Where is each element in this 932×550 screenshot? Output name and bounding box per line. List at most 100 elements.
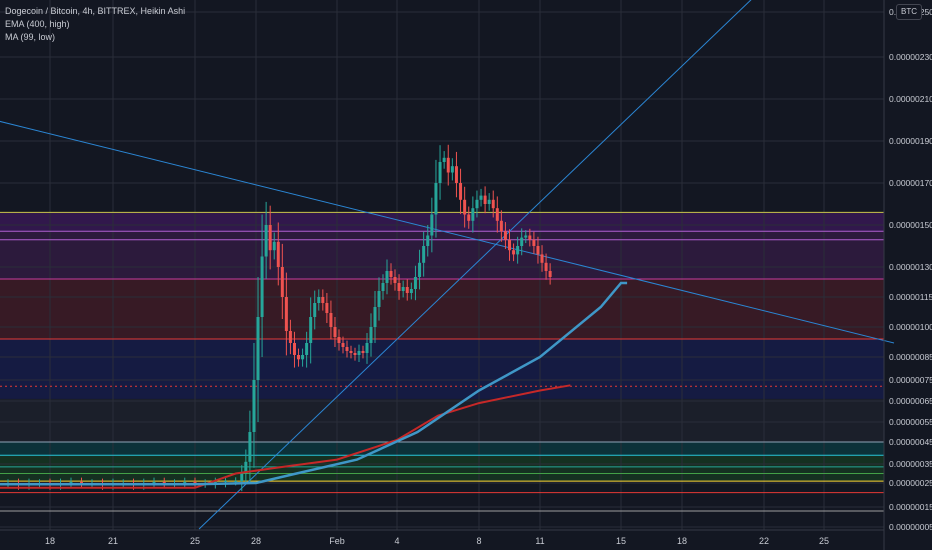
time-tick-label: 21 (108, 536, 118, 546)
time-tick-label: 11 (535, 536, 544, 546)
candle-body-25 (152, 482, 156, 484)
price-tick-label: 0.00000210 (889, 94, 932, 104)
candle-body-35 (244, 461, 248, 474)
candle-body-64 (361, 351, 365, 353)
candle-body-90 (467, 214, 471, 221)
candle-body-75 (405, 287, 409, 293)
price-zone-2 (0, 279, 884, 339)
ema-indicator-label[interactable]: EMA (400, high) (5, 19, 70, 29)
price-tick-label: 0.00000045 (889, 437, 932, 447)
candle-body-94 (483, 195, 487, 204)
candle-body-59 (341, 343, 345, 347)
candle-body-77 (413, 277, 417, 289)
candle-body-53 (317, 297, 321, 303)
candle-body-73 (397, 283, 401, 291)
candle-body-89 (463, 199, 467, 215)
candle-body-88 (459, 183, 463, 200)
candle-body-37 (252, 380, 256, 432)
candle-body-108 (540, 254, 544, 263)
candle-body-74 (401, 287, 405, 291)
candle-body-83 (438, 162, 442, 183)
candle-body-68 (377, 291, 381, 307)
candle-body-54 (321, 297, 325, 303)
price-tick-label: 0.00000015 (889, 502, 932, 512)
candle-body-49 (301, 355, 305, 360)
time-tick-label: Feb (329, 536, 345, 546)
candle-body-42 (272, 241, 276, 251)
candle-body-87 (454, 166, 458, 183)
price-tick-label: 0.00000230 (889, 52, 932, 62)
candle-body-39 (260, 256, 264, 317)
price-tick-label: 0.00000150 (889, 220, 932, 230)
price-axis[interactable]: 0.000002500.000002300.000002100.00000190… (889, 7, 932, 532)
candle-body-100 (508, 239, 511, 251)
candle-body-103 (520, 237, 524, 246)
candle-body-58 (337, 337, 341, 343)
price-tick-label: 0.00000035 (889, 459, 932, 469)
candle-body-107 (536, 246, 540, 255)
candle-body-36 (248, 432, 252, 462)
candle-body-67 (373, 307, 377, 327)
candle-body-62 (353, 353, 357, 355)
candle-body-38 (256, 317, 260, 380)
candle-body-71 (389, 271, 393, 277)
candle-body-110 (548, 271, 552, 277)
price-tick-label: 0.00000170 (889, 178, 932, 188)
levels-layer (0, 211, 884, 512)
symbol-title[interactable]: Dogecoin / Bitcoin, 4h, BITTREX, Heikin … (5, 6, 186, 16)
ema-400-line (0, 281, 628, 486)
time-tick-label: 18 (677, 536, 687, 546)
price-tick-label: 0.00000025 (889, 478, 932, 488)
price-tick-label: 0.00000055 (889, 417, 932, 427)
candle-body-65 (365, 343, 369, 353)
zones-layer (0, 212, 884, 482)
candle-body-81 (430, 214, 434, 236)
ma-indicator-label[interactable]: MA (99, low) (5, 32, 56, 42)
candle-body-76 (409, 289, 413, 293)
candle-body-29 (193, 482, 197, 484)
candle-body-92 (475, 199, 479, 209)
time-axis[interactable]: 18 21 25 28 Feb 4 8 11 15 18 22 25 (45, 536, 829, 546)
candle-body-33 (234, 481, 238, 483)
candle-body-96 (491, 199, 495, 209)
candle-body-32 (224, 481, 227, 483)
candle-body-44 (280, 267, 284, 297)
price-zone-6 (0, 455, 884, 482)
candle-body-78 (418, 262, 422, 277)
candle-body-86 (450, 166, 454, 173)
price-tick-label: 0.00000130 (889, 262, 932, 272)
candle-body-55 (325, 303, 329, 313)
price-zone-0 (0, 212, 884, 232)
price-tick-label: 0.00000005 (889, 522, 932, 532)
candle-body-45 (284, 297, 288, 331)
candle-body-99 (503, 231, 507, 240)
time-tick-label: 4 (394, 536, 399, 546)
ma-99-line (0, 384, 571, 489)
candle-body-79 (422, 246, 426, 263)
candle-body-56 (329, 313, 333, 327)
price-zone-3 (0, 339, 884, 399)
time-tick-label: 25 (190, 536, 200, 546)
candle-body-80 (426, 235, 430, 246)
time-tick-label: 28 (251, 536, 261, 546)
candle-body-26 (162, 482, 166, 484)
candle-body-85 (446, 157, 450, 173)
candle-body-17 (69, 482, 73, 484)
candle-body-82 (434, 183, 438, 215)
candle-body-66 (369, 327, 373, 343)
candle-body-41 (268, 225, 272, 251)
candle-body-18 (80, 482, 83, 484)
candle-body-102 (516, 246, 520, 255)
price-zone-1 (0, 231, 884, 279)
candle-body-97 (495, 208, 499, 221)
candle-body-34 (240, 473, 244, 482)
trendline-0 (0, 120, 895, 344)
candle-body-63 (357, 351, 361, 355)
currency-badge[interactable]: BTC (896, 4, 922, 20)
candle-body-109 (544, 262, 548, 271)
candle-body-105 (528, 235, 532, 240)
candle-body-61 (349, 351, 353, 353)
candle-body-104 (524, 235, 528, 238)
indicators-layer (0, 281, 628, 489)
